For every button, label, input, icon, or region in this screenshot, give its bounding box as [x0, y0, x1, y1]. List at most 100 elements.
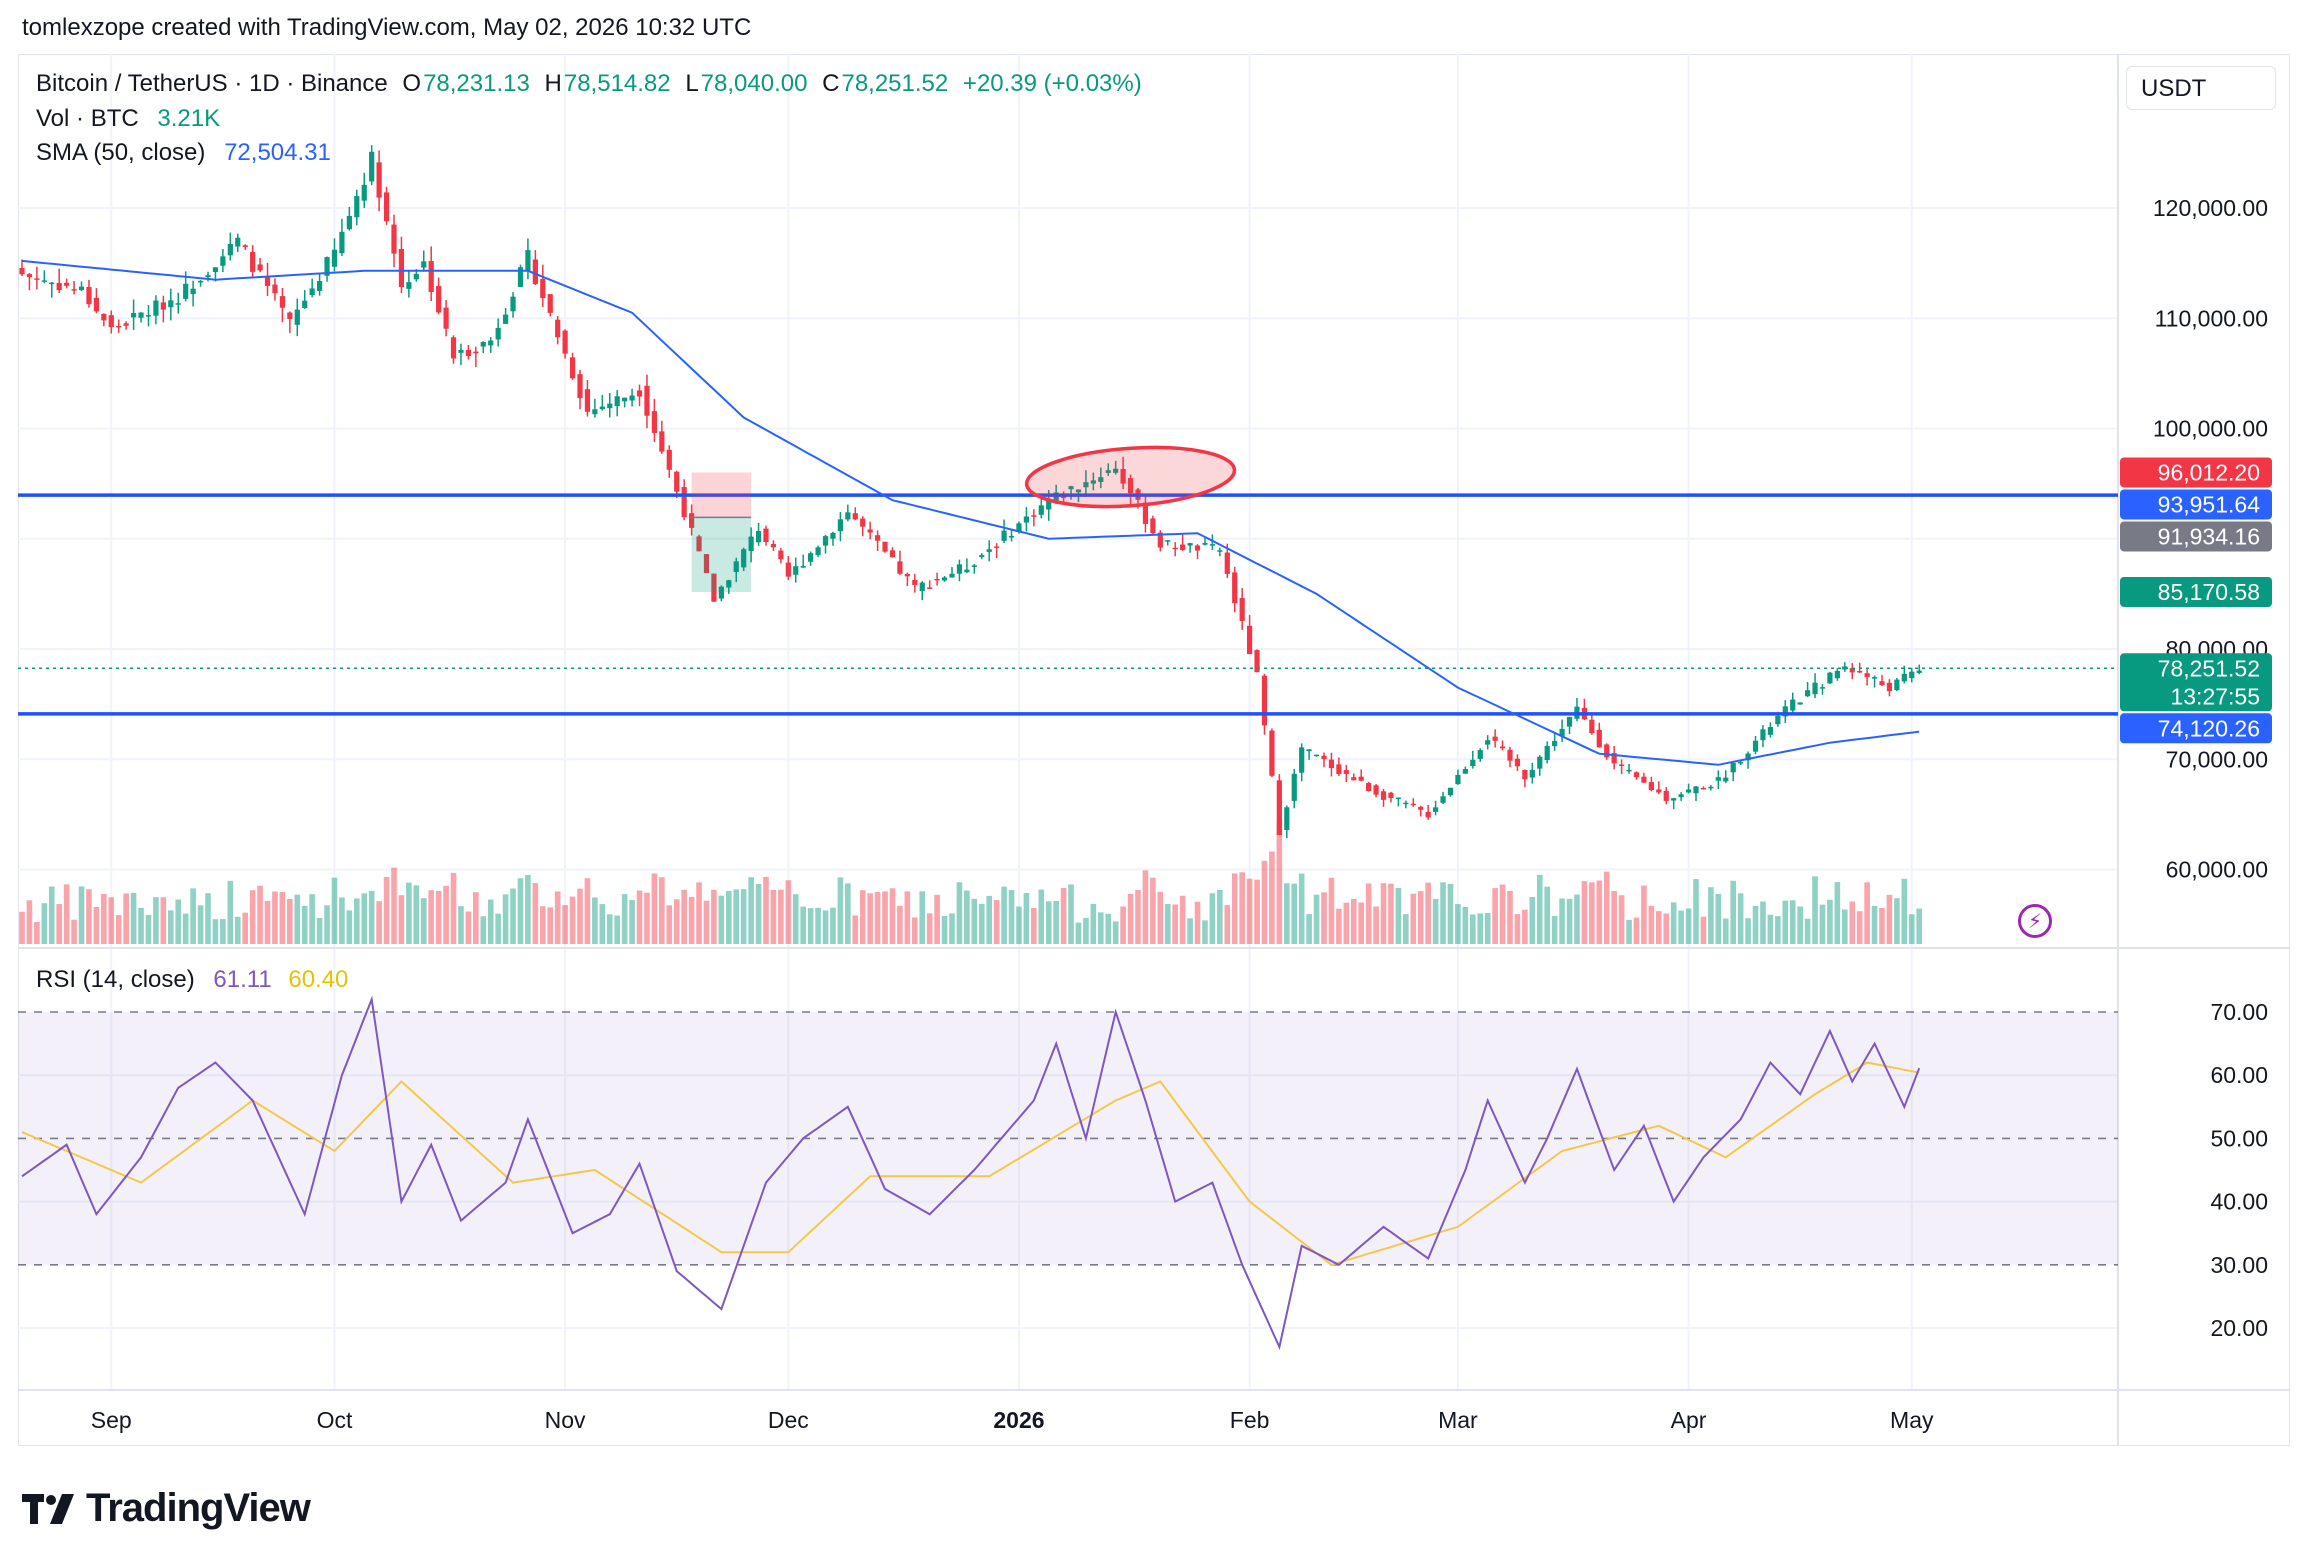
- candle-body: [979, 555, 985, 558]
- rsi-tick-label: 50.00: [2210, 1125, 2268, 1151]
- candle-body: [123, 323, 129, 326]
- candle-body: [1276, 780, 1282, 836]
- volume-bar: [1023, 892, 1030, 944]
- volume-bar: [279, 891, 286, 944]
- candle-body: [369, 151, 375, 182]
- candle-body: [912, 580, 918, 585]
- volume-bar: [1261, 860, 1268, 944]
- volume-bar: [1358, 902, 1364, 944]
- candle-body: [1247, 625, 1253, 655]
- sma-label[interactable]: SMA (50, close): [36, 139, 206, 166]
- volume-bar: [257, 885, 263, 944]
- candle-body: [1418, 806, 1424, 810]
- low-value: 78,040.00: [700, 70, 808, 97]
- candle-body: [436, 286, 442, 313]
- volume-bar: [153, 897, 159, 944]
- volume-bar: [1886, 894, 1893, 944]
- volume-bar: [1194, 901, 1201, 944]
- candle-body: [391, 224, 397, 254]
- volume-label[interactable]: Vol · BTC: [36, 105, 139, 132]
- close-label: C: [822, 70, 840, 97]
- axes: 120,000.00110,000.00100,000.0090,000.008…: [91, 195, 2268, 1433]
- candle-body: [592, 409, 598, 415]
- candle-body: [1068, 486, 1074, 490]
- time-tick-label: 2026: [993, 1407, 1044, 1433]
- currency-unit-button[interactable]: USDT: [2126, 66, 2276, 110]
- candle-body: [138, 312, 144, 318]
- candle-body: [696, 536, 702, 552]
- volume-bar: [636, 890, 643, 944]
- candle-body: [376, 162, 382, 198]
- volume-bar: [160, 897, 167, 944]
- candle-body: [778, 550, 784, 560]
- volume-bar: [26, 900, 33, 944]
- volume-bar: [346, 910, 353, 944]
- volume-bar: [428, 890, 434, 944]
- candle-body: [904, 573, 910, 577]
- volume-bar: [1856, 911, 1863, 944]
- tradingview-logo[interactable]: TradingView: [22, 1486, 311, 1531]
- candle-body: [480, 341, 486, 347]
- volume-bar: [1016, 906, 1022, 944]
- candle-body: [741, 549, 747, 568]
- candle-body: [361, 184, 367, 201]
- candle-body: [1723, 777, 1729, 782]
- volume-bar: [1336, 908, 1342, 944]
- candle-body: [1596, 729, 1602, 748]
- lightning-icon[interactable]: ⚡: [2018, 904, 2052, 938]
- candle-body: [1730, 762, 1736, 773]
- volume-bar: [1187, 918, 1193, 944]
- indicator-lines: [21, 259, 1921, 1351]
- volume-bar: [1410, 893, 1417, 944]
- candle-body: [1470, 759, 1476, 766]
- candle-body: [1447, 787, 1454, 796]
- volume-bar: [1656, 911, 1662, 944]
- candle-body: [86, 286, 92, 305]
- volume-bar: [629, 900, 635, 944]
- volume-bar: [673, 899, 680, 944]
- position-target-zone: [691, 517, 752, 592]
- volume-bar: [1447, 883, 1454, 944]
- volume-bar: [778, 889, 784, 944]
- candle-body: [1157, 532, 1163, 548]
- rsi-label[interactable]: RSI (14, close): [36, 966, 195, 993]
- volume-bar: [1522, 909, 1528, 944]
- candle-body: [1671, 798, 1677, 801]
- volume-bar: [1350, 898, 1357, 944]
- volume-bar: [480, 916, 487, 944]
- volume-bar: [1417, 891, 1424, 944]
- candle-body: [279, 296, 285, 308]
- volume-bar: [941, 915, 948, 944]
- volume-bar: [1343, 902, 1350, 944]
- sma-legend: SMA (50, close) 72,504.31: [36, 139, 333, 167]
- price-label-text: 93,951.64: [2158, 491, 2261, 517]
- candle-body: [160, 302, 166, 310]
- candle-body: [1767, 727, 1773, 735]
- candle-body: [1269, 730, 1275, 776]
- candle-body: [257, 264, 263, 271]
- candle-body: [1544, 745, 1550, 761]
- volume-bar: [1045, 901, 1052, 944]
- symbol-name[interactable]: Bitcoin / TetherUS · 1D · Binance: [36, 70, 388, 97]
- volume-bar: [63, 884, 70, 944]
- volume-bar: [1120, 906, 1126, 944]
- volume-bar: [331, 877, 338, 944]
- price-label-text: 85,170.58: [2158, 579, 2260, 605]
- candle-body: [994, 546, 1000, 548]
- candle-body: [875, 535, 881, 541]
- candle-body: [294, 309, 300, 325]
- candle-body: [1120, 469, 1126, 484]
- candle-body: [309, 288, 315, 295]
- candle-body: [711, 573, 717, 602]
- candle-body: [689, 513, 695, 528]
- candle-body: [949, 573, 955, 578]
- volume-bar: [1112, 921, 1119, 944]
- candle-body: [1507, 749, 1513, 761]
- volume-bar: [1722, 918, 1729, 944]
- volume-bar: [1745, 918, 1751, 944]
- candle-body: [1150, 518, 1156, 534]
- candle-body: [517, 267, 524, 287]
- candle-body: [800, 566, 806, 568]
- candle-body: [1619, 764, 1625, 766]
